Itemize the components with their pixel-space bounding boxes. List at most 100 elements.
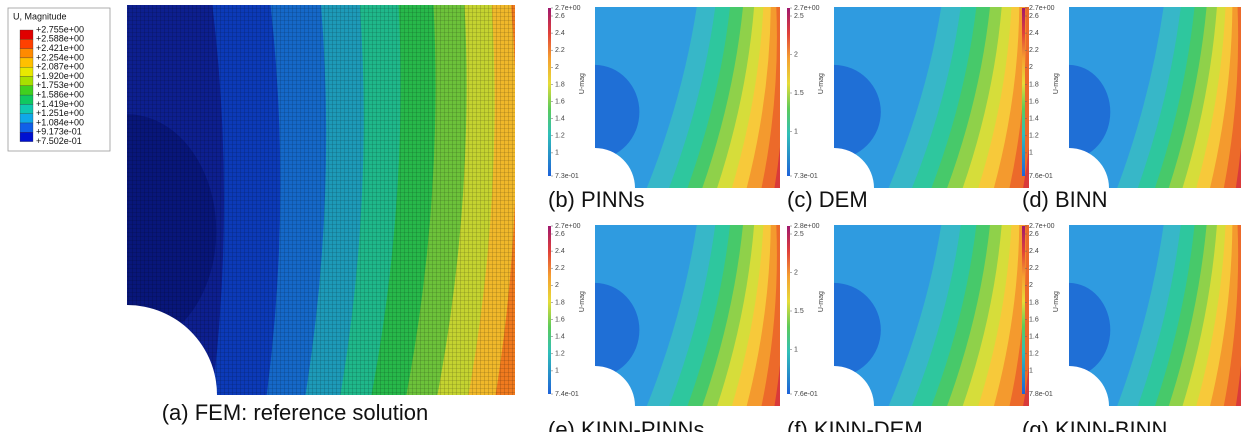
colorbar-tick-label: 1.8	[555, 81, 565, 88]
fem-mesh	[127, 5, 515, 395]
legend-swatch	[19, 132, 34, 142]
colorbar-tick-label: 1.8	[555, 299, 565, 306]
legend-label: +1.920e+00	[36, 71, 84, 81]
colorbar-tick-label: 1	[1029, 150, 1033, 157]
hole	[595, 366, 635, 406]
colorbar-tick-label: 1.4	[1029, 334, 1039, 341]
caption: (g) KINN-BINN	[1022, 417, 1167, 432]
colorbar-tick-label: 1.6	[555, 98, 565, 105]
colorbar	[548, 226, 551, 394]
contour-field	[1069, 7, 1241, 188]
hole	[1069, 148, 1109, 188]
legend-swatch	[19, 94, 34, 105]
legend-label: +9.173e-01	[36, 127, 82, 137]
colorbar-tick-label: 1	[555, 150, 559, 157]
colorbar-tick-label: 1	[555, 368, 559, 375]
colorbar-tick-label: 2	[1029, 282, 1033, 289]
colorbar-title: U-mag	[1053, 73, 1060, 94]
legend-label: +1.586e+00	[36, 89, 84, 99]
colorbar-tick-label: 1.6	[1029, 316, 1039, 323]
colorbar-tick-label: 1	[1029, 368, 1033, 375]
colorbar-title: U-mag	[1053, 291, 1060, 312]
colorbar-tick-label: 7.3e-01	[555, 173, 579, 180]
colorbar-tick-label: 1	[794, 128, 798, 135]
colorbar-tick-label: 2.7e+00	[794, 5, 820, 12]
legend-label: +2.755e+00	[36, 24, 84, 34]
legend-label: +2.421e+00	[36, 43, 84, 53]
panel: 2.8e+002.5 2 1.5 1 7.6e-01 U-mag (f) KINN-DEM	[787, 223, 1029, 432]
legend-swatch	[19, 67, 34, 77]
caption: (e) KINN-PINNs	[548, 417, 704, 432]
colorbar-tick-label: 1.4	[555, 334, 565, 341]
colorbar	[1022, 8, 1025, 176]
colorbar-tick-label: 1.8	[1029, 299, 1039, 306]
colorbar-tick-label: 2.5	[794, 231, 804, 238]
legend-label: +2.254e+00	[36, 52, 84, 62]
colorbar	[787, 226, 790, 394]
legend-swatch	[19, 104, 34, 114]
legend-label: +2.588e+00	[36, 34, 84, 44]
caption: (c) DEM	[787, 187, 868, 212]
colorbar-tick-label: 1.2	[555, 133, 565, 140]
colorbar-tick-label: 2.7e+00	[1029, 5, 1055, 12]
colorbar-tick-label: 2.7e+00	[555, 223, 581, 230]
colorbar-tick-label: 1.4	[555, 116, 565, 123]
colorbar-tick-label: 1.2	[1029, 133, 1039, 140]
colorbar-tick-label: 2.6	[555, 13, 565, 20]
legend-title: U, Magnitude	[13, 11, 67, 21]
colorbar-tick-label: 1.2	[555, 351, 565, 358]
colorbar-title: U-mag	[818, 291, 825, 312]
colorbar-tick-label: 1.6	[555, 316, 565, 323]
colorbar-tick-label: 7.4e-01	[555, 391, 579, 398]
legend-label: +1.084e+00	[36, 117, 84, 127]
panel: 2.7e+002.6 2.4 2.2 2 1.8 1.6 1.4 1.2 1 7.8e-01 U-m…	[1022, 223, 1241, 432]
colorbar-tick-label: 7.6e-01	[794, 391, 818, 398]
panel: 2.7e+002.5 2 1.5 1 7.3e-01 U-mag (c) DEM	[787, 5, 1029, 212]
colorbar-tick-label: 2.6	[1029, 13, 1039, 20]
contour-field	[595, 225, 780, 406]
caption: (b) PINNs	[548, 187, 645, 212]
colorbar-tick-label: 2	[1029, 64, 1033, 71]
hole	[834, 148, 874, 188]
colorbar-tick-label: 2	[555, 282, 559, 289]
caption: (a) FEM: reference solution	[162, 400, 429, 425]
colorbar-tick-label: 1.6	[1029, 98, 1039, 105]
legend-swatch	[19, 122, 34, 133]
contour-field	[834, 7, 1029, 188]
fem-plot	[127, 5, 515, 395]
panel: 2.7e+002.6 2.4 2.2 2 1.8 1.6 1.4 1.2 1 7.3e-01 U-m…	[548, 5, 780, 212]
legend-label: +2.087e+00	[36, 62, 84, 72]
colorbar	[1022, 226, 1025, 394]
hole	[1069, 366, 1109, 406]
colorbar-tick-label: 1.5	[794, 90, 804, 97]
colorbar-tick-label: 2.7e+00	[1029, 223, 1055, 230]
hole	[127, 305, 217, 395]
legend-swatch	[19, 48, 34, 59]
colorbar-tick-label: 2.4	[1029, 248, 1039, 255]
colorbar-tick-label: 2	[555, 64, 559, 71]
colorbar-tick-label: 1.2	[1029, 351, 1039, 358]
colorbar-tick-label: 2.2	[1029, 47, 1039, 54]
caption: (d) BINN	[1022, 187, 1108, 212]
colorbar-tick-label: 2	[794, 269, 798, 276]
colorbar-tick-label: 1.5	[794, 308, 804, 315]
legend-label: +1.251e+00	[36, 108, 84, 118]
colorbar-tick-label: 7.8e-01	[1029, 391, 1053, 398]
colorbar-title: U-mag	[579, 73, 586, 94]
colorbar-title: U-mag	[579, 291, 586, 312]
colorbar	[548, 8, 551, 176]
colorbar-tick-label: 2.5	[794, 13, 804, 20]
contour-field	[834, 225, 1029, 406]
colorbar-tick-label: 2.2	[1029, 265, 1039, 272]
colorbar-tick-label: 2.7e+00	[555, 5, 581, 12]
legend-label: +7.502e-01	[36, 136, 82, 146]
colorbar-tick-label: 1.8	[1029, 81, 1039, 88]
colorbar	[787, 8, 790, 176]
colorbar-tick-label: 2.6	[1029, 231, 1039, 238]
colorbar-tick-label: 1	[794, 346, 798, 353]
legend-swatch	[19, 76, 34, 86]
colorbar-title: U-mag	[818, 73, 825, 94]
hole	[834, 366, 874, 406]
colorbar-tick-label: 2.8e+00	[794, 223, 820, 230]
